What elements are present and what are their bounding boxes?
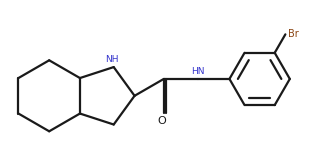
Text: Br: Br — [288, 29, 299, 39]
Text: NH: NH — [105, 55, 119, 64]
Text: O: O — [158, 116, 166, 126]
Text: HN: HN — [191, 67, 204, 76]
